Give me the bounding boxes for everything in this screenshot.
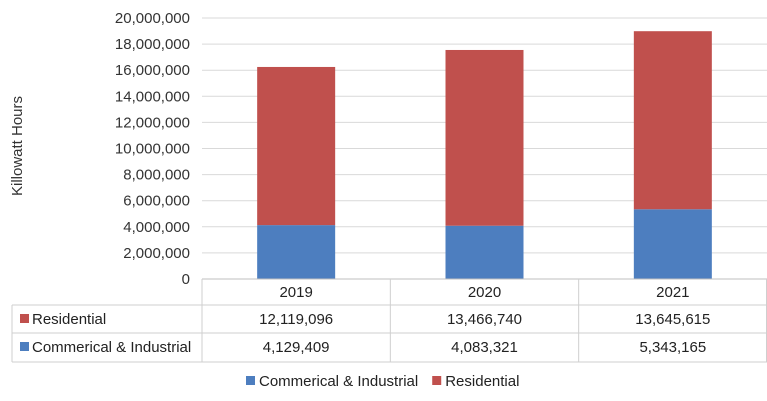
bar-commerical-industrial-2019 [257,225,336,279]
table-series-label: Residential [32,311,106,328]
y-tick-label: 4,000,000 [123,219,190,236]
y-tick-label: 18,000,000 [115,36,190,53]
table-series-swatch [20,342,29,351]
y-tick-label: 10,000,000 [115,141,190,158]
table-series-label: Commerical & Industrial [32,339,191,356]
y-tick-label: 8,000,000 [123,167,190,184]
table-value: 4,129,409 [263,339,330,356]
bar-residential-2020 [445,49,524,226]
legend-swatch [432,376,442,385]
y-tick-label: 16,000,000 [115,62,190,79]
x-category-label: 2019 [279,284,312,301]
y-tick-label: 6,000,000 [123,193,190,210]
bar-residential-2021 [633,31,712,210]
y-tick-label: 0 [182,271,190,288]
y-tick-label: 14,000,000 [115,88,190,105]
table-value: 4,083,321 [451,339,518,356]
legend-label: Residential [445,373,519,390]
y-tick-label: 12,000,000 [115,114,190,131]
data-table: 2019 2020 2021 Residential 12,119,096 13,466,… [11,278,767,363]
y-axis-label: Killowatt Hours [9,96,26,196]
y-tick-label: 20,000,000 [115,10,190,27]
table-value: 5,343,165 [639,339,706,356]
x-category-label: 2021 [656,284,689,301]
x-category-label: 2020 [468,284,501,301]
legend-label: Commerical & Industrial [259,373,418,390]
table-series-swatch [20,314,29,323]
bars [257,31,712,279]
y-tick-label: 2,000,000 [123,245,190,262]
bar-commerical-industrial-2021 [633,209,712,279]
table-value: 13,645,615 [635,311,710,328]
table-value: 13,466,740 [447,311,522,328]
legend-swatch [246,376,255,385]
bar-residential-2019 [257,66,336,226]
bar-commerical-industrial-2020 [445,225,524,279]
legend: Commerical & Industrial Residential [246,373,519,390]
y-axis-ticks: 0 2,000,000 4,000,000 6,000,000 8,000,000 10,… [115,10,190,288]
table-value: 12,119,096 [259,311,333,328]
